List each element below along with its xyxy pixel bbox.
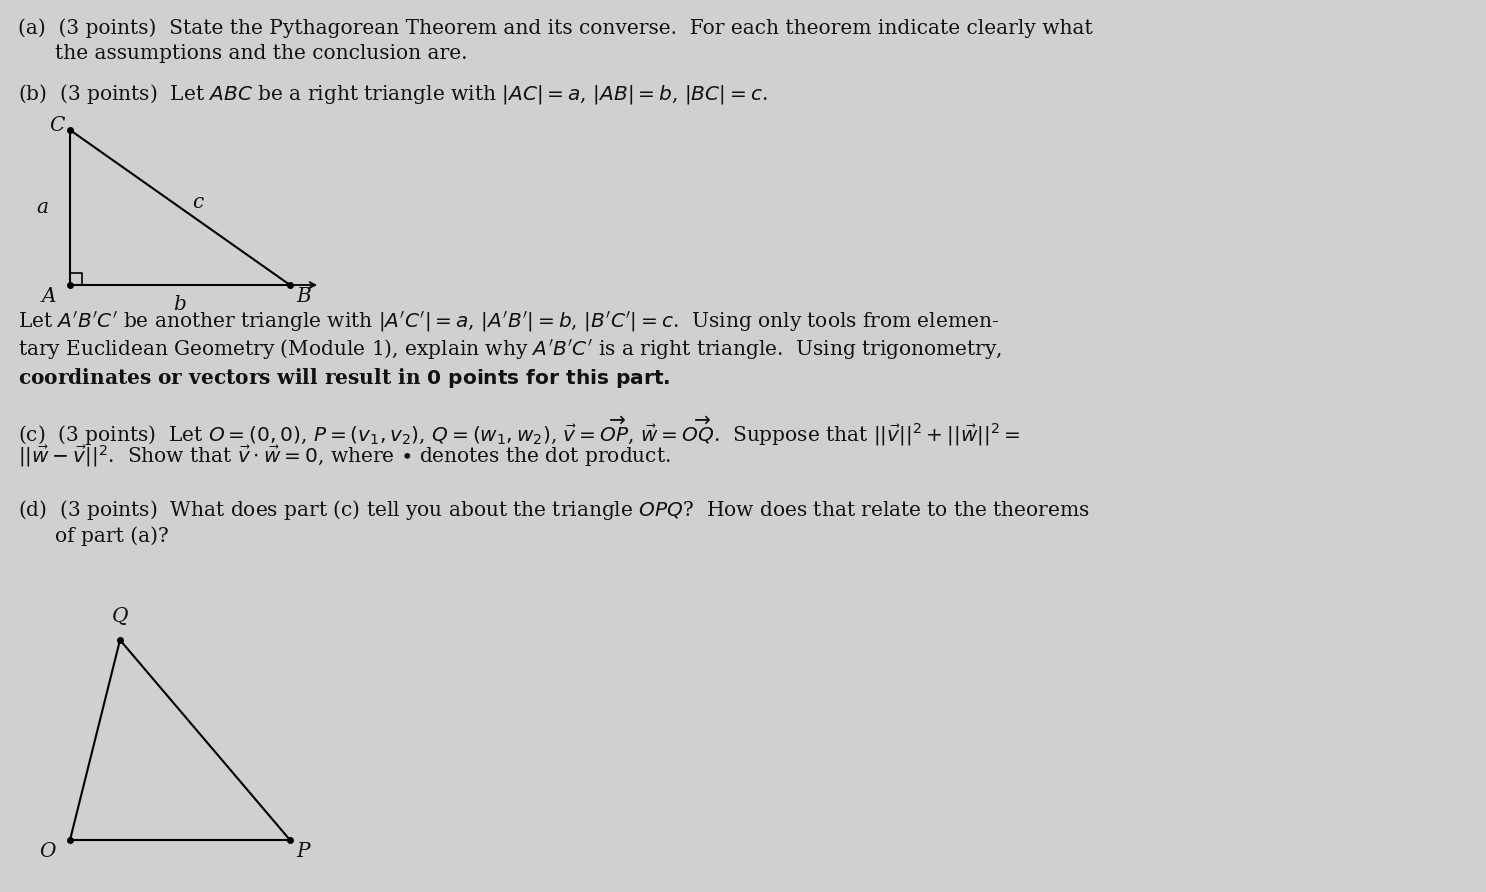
Text: coordinates or vectors will result in $\mathbf{0}$ $\mathbf{points}$ $\mathbf{fo: coordinates or vectors will result in $\… (18, 366, 670, 390)
Text: of part (a)?: of part (a)? (55, 526, 169, 546)
Text: c: c (192, 193, 204, 212)
Text: tary Euclidean Geometry (Module 1), explain why $A'B'C'$ is a right triangle.  U: tary Euclidean Geometry (Module 1), expl… (18, 338, 1002, 362)
Text: (d)  (3 points)  What does part (c) tell you about the triangle $OPQ$?  How does: (d) (3 points) What does part (c) tell y… (18, 498, 1089, 522)
Text: B: B (296, 287, 311, 306)
Text: C: C (49, 116, 65, 135)
Text: $||\vec{w} - \vec{v}||^2$.  Show that $\vec{v} \cdot \vec{w} = 0$, where $\bulle: $||\vec{w} - \vec{v}||^2$. Show that $\v… (18, 443, 670, 469)
Text: Let $A'B'C'$ be another triangle with $|A'C'| = a$, $|A'B'| = b$, $|B'C'| = c$. : Let $A'B'C'$ be another triangle with $|… (18, 310, 999, 334)
Text: (c)  (3 points)  Let $O = (0,0)$, $P = (v_1, v_2)$, $Q = (w_1, w_2)$, $\vec{v} =: (c) (3 points) Let $O = (0,0)$, $P = (v_… (18, 415, 1021, 449)
Text: a: a (36, 198, 48, 217)
Text: (b)  (3 points)  Let $\mathit{ABC}$ be a right triangle with $|AC| = a$, $|AB| =: (b) (3 points) Let $\mathit{ABC}$ be a r… (18, 82, 768, 106)
Text: the assumptions and the conclusion are.: the assumptions and the conclusion are. (55, 44, 468, 63)
Text: P: P (296, 842, 309, 861)
Text: b: b (174, 295, 186, 314)
Text: Q: Q (111, 607, 128, 626)
Text: A: A (42, 287, 56, 306)
Text: (a)  (3 points)  State the Pythagorean Theorem and its converse.  For each theor: (a) (3 points) State the Pythagorean The… (18, 18, 1092, 37)
Text: O: O (40, 842, 56, 861)
